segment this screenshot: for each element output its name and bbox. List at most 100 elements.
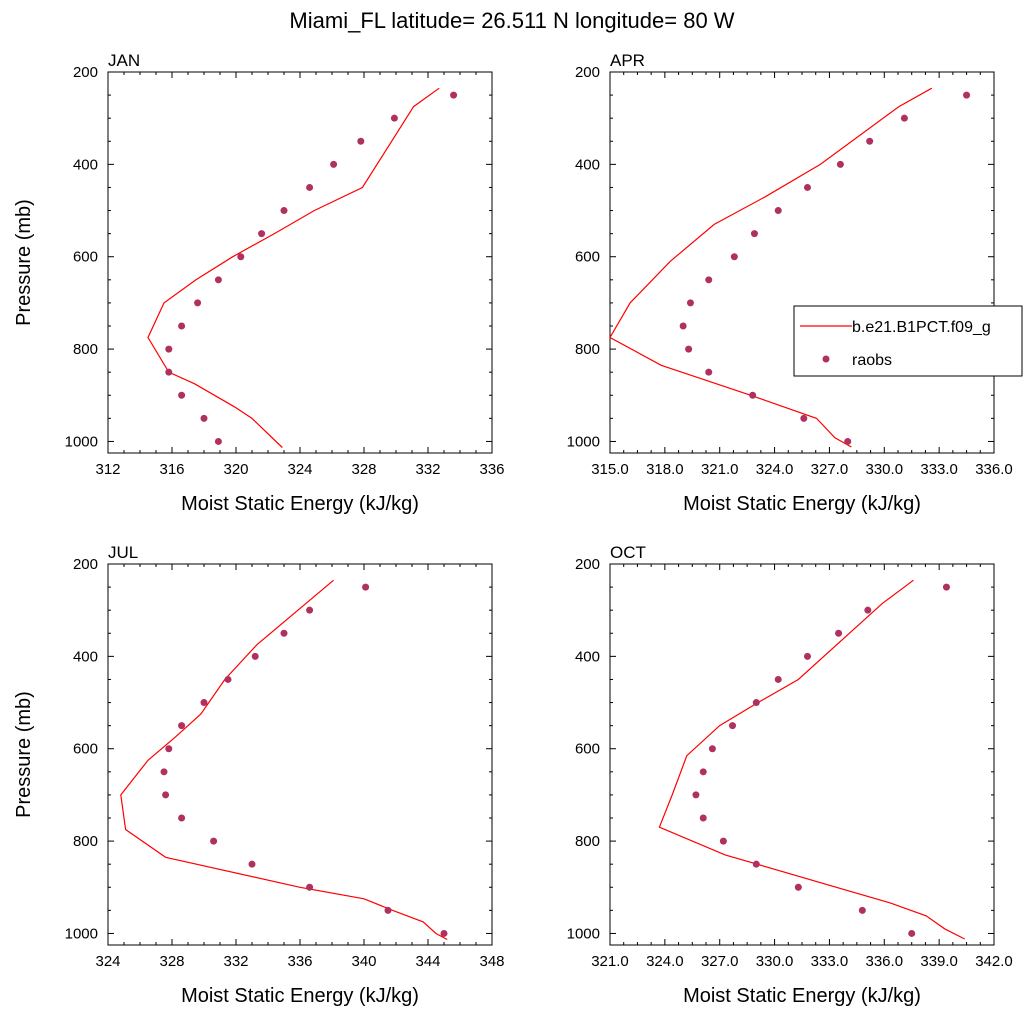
obs-point bbox=[194, 299, 202, 307]
legend-dot-marker bbox=[822, 355, 830, 363]
x-tick-label: 336 bbox=[287, 953, 312, 970]
obs-point bbox=[908, 929, 916, 937]
obs-point bbox=[749, 391, 757, 399]
obs-point bbox=[835, 629, 843, 637]
obs-point bbox=[794, 883, 802, 891]
obs-point bbox=[705, 368, 713, 376]
obs-point bbox=[178, 722, 186, 730]
obs-point bbox=[280, 629, 288, 637]
obs-point bbox=[210, 837, 218, 845]
panel-title: JUL bbox=[108, 543, 138, 562]
y-tick-label: 1000 bbox=[567, 433, 600, 450]
y-tick-label: 800 bbox=[73, 341, 98, 358]
x-tick-label: 316 bbox=[159, 461, 184, 478]
obs-point bbox=[699, 768, 707, 776]
x-tick-label: 324.0 bbox=[756, 461, 794, 478]
x-tick-label: 332 bbox=[223, 953, 248, 970]
obs-point bbox=[900, 114, 908, 122]
obs-point bbox=[178, 391, 186, 399]
obs-point bbox=[803, 652, 811, 660]
obs-point bbox=[214, 437, 222, 445]
y-tick-label: 400 bbox=[73, 156, 98, 173]
obs-point bbox=[390, 114, 398, 122]
obs-point bbox=[686, 299, 694, 307]
x-tick-label: 328 bbox=[159, 953, 184, 970]
x-tick-label: 321.0 bbox=[591, 953, 629, 970]
obs-point bbox=[864, 606, 872, 614]
y-tick-label: 800 bbox=[73, 833, 98, 850]
obs-point bbox=[178, 814, 186, 822]
obs-point bbox=[165, 745, 173, 753]
x-tick-label: 315.0 bbox=[591, 461, 629, 478]
panel-jul: JUL 324 328 332 336 340 344 348 200 400 600 800 1000… bbox=[13, 543, 505, 1007]
obs-point bbox=[200, 699, 208, 707]
y-tick-label: 1000 bbox=[567, 925, 600, 942]
y-tick-label: 800 bbox=[575, 833, 600, 850]
y-tick-label: 600 bbox=[73, 741, 98, 758]
obs-point bbox=[730, 253, 738, 261]
obs-point bbox=[752, 699, 760, 707]
x-tick-label: 339.0 bbox=[920, 953, 958, 970]
x-tick-label: 344 bbox=[415, 953, 440, 970]
x-tick-label: 312 bbox=[95, 461, 120, 478]
model-line bbox=[120, 579, 448, 941]
obs-point bbox=[165, 345, 173, 353]
obs-point bbox=[858, 906, 866, 914]
x-tick-label: 320 bbox=[223, 461, 248, 478]
x-tick-label: 333.0 bbox=[811, 953, 849, 970]
model-line bbox=[658, 579, 965, 940]
obs-point bbox=[450, 91, 458, 99]
obs-point bbox=[440, 929, 448, 937]
y-tick-label: 600 bbox=[575, 741, 600, 758]
obs-point bbox=[685, 345, 693, 353]
y-tick-label: 400 bbox=[575, 156, 600, 173]
obs-point bbox=[692, 791, 700, 799]
obs-point bbox=[178, 322, 186, 330]
model-line bbox=[609, 87, 933, 448]
obs-point bbox=[306, 183, 314, 191]
y-axis-title: Pressure (mb) bbox=[13, 691, 35, 818]
obs-point bbox=[866, 137, 874, 145]
x-tick-label: 327.0 bbox=[701, 953, 739, 970]
y-tick-label: 200 bbox=[73, 64, 98, 81]
y-tick-label: 200 bbox=[575, 556, 600, 573]
legend-label: b.e21.B1PCT.f09_g bbox=[852, 319, 991, 336]
y-tick-label: 200 bbox=[575, 64, 600, 81]
x-axis-title: Moist Static Energy (kJ/kg) bbox=[181, 493, 419, 515]
y-tick-label: 400 bbox=[73, 648, 98, 665]
obs-point bbox=[306, 606, 314, 614]
plot-frame bbox=[107, 71, 493, 454]
x-axis-title: Moist Static Energy (kJ/kg) bbox=[683, 493, 921, 515]
obs-point bbox=[160, 768, 168, 776]
y-tick-label: 1000 bbox=[65, 433, 98, 450]
obs-point bbox=[679, 322, 687, 330]
y-tick-label: 1000 bbox=[65, 925, 98, 942]
obs-point bbox=[258, 230, 266, 238]
obs-point bbox=[705, 276, 713, 284]
model-line bbox=[147, 87, 440, 448]
obs-point bbox=[836, 160, 844, 168]
legend-box bbox=[793, 305, 1023, 377]
x-tick-label: 321.0 bbox=[701, 461, 739, 478]
panel-jan: JAN 312 316 320 324 328 332 336 200 400 600 800 1000… bbox=[13, 51, 505, 515]
y-tick-label: 400 bbox=[575, 648, 600, 665]
obs-point bbox=[357, 137, 365, 145]
x-tick-label: 342.0 bbox=[975, 953, 1013, 970]
obs-point bbox=[752, 860, 760, 868]
obs-point bbox=[162, 791, 170, 799]
obs-point bbox=[280, 207, 288, 215]
panel-apr: APR 315.0 318.0 321.0 324.0 327.0 330.0 333.0 33… bbox=[567, 51, 1013, 515]
obs-point bbox=[719, 837, 727, 845]
obs-point bbox=[800, 414, 808, 422]
x-tick-label: 336.0 bbox=[866, 953, 904, 970]
y-tick-label: 200 bbox=[73, 556, 98, 573]
obs-point bbox=[330, 160, 338, 168]
x-tick-label: 328 bbox=[351, 461, 376, 478]
x-tick-label: 340 bbox=[351, 953, 376, 970]
x-tick-label: 324.0 bbox=[646, 953, 684, 970]
plot-frame bbox=[609, 71, 995, 454]
obs-point bbox=[803, 183, 811, 191]
x-axis-title: Moist Static Energy (kJ/kg) bbox=[181, 985, 419, 1007]
